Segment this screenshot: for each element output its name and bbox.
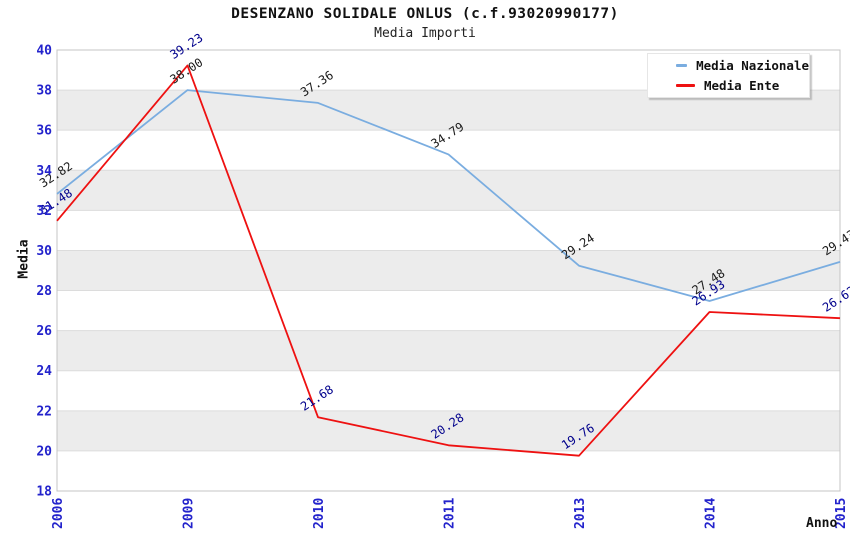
y-tick-label: 36: [36, 124, 52, 139]
y-tick-label: 22: [36, 404, 52, 419]
series-line-ente: [56, 64, 841, 457]
x-tick-label: 2010: [312, 498, 327, 529]
x-tick-label: 2014: [704, 498, 719, 529]
plot-band: [57, 450, 840, 491]
x-axis-title: Anno: [806, 516, 838, 531]
legend-label: Media Ente: [704, 78, 780, 93]
plot-band: [57, 290, 840, 331]
plot-band: [57, 250, 840, 291]
chart-subtitle: Media Importi: [374, 26, 476, 41]
y-tick-label: 30: [36, 244, 52, 259]
y-tick-label: 26: [36, 324, 52, 339]
y-tick-label: 38: [36, 84, 52, 99]
x-tick-label: 2006: [51, 498, 66, 529]
y-tick-label: 34: [36, 164, 52, 179]
plot-band: [57, 210, 840, 251]
y-axis-title: Media: [16, 239, 32, 279]
x-tick-label: 2013: [573, 498, 588, 529]
plot-band: [57, 170, 840, 211]
plot-border: [56, 49, 841, 492]
x-tick-label: 2009: [182, 498, 197, 529]
legend-label: Media Nazionale: [696, 58, 809, 73]
x-tick-label: 2011: [443, 498, 458, 529]
series-line-nazionale: [56, 89, 841, 302]
legend-item-nazionale: Media Nazionale: [676, 58, 809, 73]
legend-swatch-nazionale-icon: [676, 64, 688, 67]
legend-item-ente: Media Ente: [676, 78, 809, 93]
y-tick-label: 18: [36, 485, 52, 500]
x-tick-label: 2015: [834, 498, 849, 529]
plot-band: [57, 130, 840, 171]
y-tick-label: 24: [36, 364, 52, 379]
plot-band: [57, 370, 840, 411]
plot-band: [57, 410, 840, 451]
chart-title: DESENZANO SOLIDALE ONLUS (c.f.9302099017…: [231, 6, 619, 22]
y-tick-label: 28: [36, 284, 52, 299]
plot-band: [57, 330, 840, 371]
legend: Media Nazionale Media Ente: [647, 53, 810, 98]
y-tick-label: 20: [36, 444, 52, 459]
y-tick-label: 32: [36, 204, 52, 219]
legend-swatch-ente-icon: [676, 84, 695, 87]
y-tick-label: 40: [36, 44, 52, 59]
